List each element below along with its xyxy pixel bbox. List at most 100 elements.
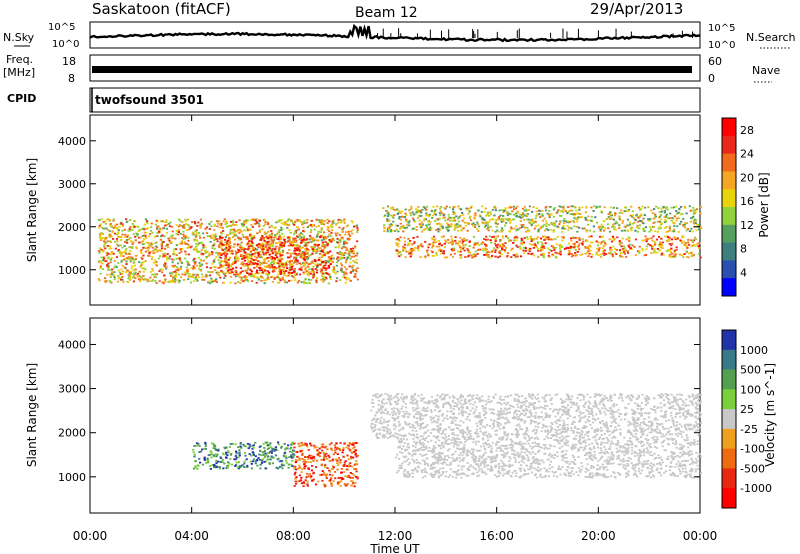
- scatter-cell: [625, 238, 628, 241]
- scatter-cell: [322, 238, 325, 241]
- scatter-cell: [258, 225, 261, 228]
- scatter-cell: [545, 236, 548, 239]
- scatter-cell: [314, 263, 317, 266]
- scatter-cell: [562, 419, 565, 422]
- scatter-cell: [415, 433, 419, 436]
- scatter-cell: [131, 246, 134, 248]
- scatter-cell: [397, 429, 401, 432]
- scatter-cell: [488, 235, 492, 238]
- scatter-cell: [263, 262, 266, 264]
- scatter-cell: [164, 252, 167, 255]
- scatter-cell: [124, 241, 127, 243]
- scatter-cell: [627, 403, 630, 405]
- scatter-cell: [441, 227, 444, 229]
- scatter-cell: [626, 394, 629, 397]
- scatter-cell: [257, 222, 260, 225]
- scatter-cell: [175, 273, 178, 276]
- scatter-cell: [669, 256, 672, 258]
- scatter-cell: [224, 256, 228, 259]
- scatter-cell: [289, 255, 292, 257]
- scatter-cell: [485, 245, 488, 247]
- scatter-cell: [248, 247, 251, 250]
- scatter-cell: [300, 232, 303, 234]
- scatter-cell: [272, 226, 275, 229]
- scatter-cell: [330, 240, 333, 243]
- scatter-cell: [177, 281, 181, 284]
- scatter-cell: [303, 282, 306, 285]
- scatter-cell: [400, 435, 403, 437]
- scatter-cell: [638, 227, 641, 230]
- scatter-cell: [592, 230, 596, 233]
- scatter-cell: [225, 261, 228, 264]
- scatter-cell: [423, 410, 426, 412]
- scatter-cell: [276, 281, 280, 284]
- scatter-cell: [140, 240, 143, 243]
- scatter-cell: [235, 253, 238, 256]
- scatter-cell: [586, 251, 589, 254]
- scatter-cell: [503, 402, 506, 404]
- scatter-cell: [468, 217, 471, 219]
- freq-tick-bottom: 8: [68, 72, 75, 85]
- scatter-cell: [187, 236, 190, 239]
- scatter-cell: [397, 230, 400, 233]
- scatter-cell: [117, 262, 120, 265]
- scatter-cell: [113, 276, 116, 279]
- scatter-cell: [468, 245, 471, 248]
- scatter-cell: [454, 212, 457, 215]
- scatter-cell: [302, 262, 305, 264]
- scatter-cell: [281, 249, 285, 252]
- scatter-cell: [483, 238, 486, 240]
- scatter-cell: [325, 277, 328, 280]
- scatter-cell: [218, 271, 221, 274]
- scatter-cell: [389, 230, 392, 233]
- scatter-cell: [653, 251, 656, 254]
- scatter-cell: [491, 236, 494, 238]
- scatter-cell: [650, 209, 653, 212]
- scatter-cell: [298, 249, 301, 252]
- scatter-cell: [251, 262, 254, 264]
- scatter-cell: [171, 279, 174, 282]
- scatter-cell: [647, 218, 650, 221]
- scatter-cell: [149, 276, 152, 279]
- scatter-cell: [525, 215, 529, 218]
- scatter-cell: [279, 219, 282, 222]
- scatter-cell: [403, 240, 407, 243]
- scatter-cell: [665, 226, 668, 228]
- scatter-cell: [257, 278, 260, 281]
- colorbar-tick-label: 8: [740, 243, 747, 256]
- scatter-cell: [273, 258, 277, 260]
- scatter-cell: [571, 420, 575, 423]
- scatter-cell: [155, 219, 158, 222]
- scatter-cell: [697, 423, 700, 425]
- scatter-cell: [461, 247, 464, 250]
- scatter-cell: [298, 262, 301, 265]
- scatter-cell: [262, 244, 265, 246]
- scatter-cell: [253, 236, 256, 239]
- scatter-cell: [494, 222, 497, 225]
- scatter-cell: [239, 271, 242, 274]
- scatter-cell: [672, 228, 675, 231]
- scatter-cell: [157, 225, 160, 228]
- scatter-cell: [550, 397, 553, 399]
- scatter-cell: [308, 254, 311, 257]
- scatter-cell: [571, 213, 574, 216]
- scatter-cell: [454, 423, 458, 426]
- scatter-cell: [293, 244, 296, 247]
- scatter-cell: [215, 281, 218, 283]
- scatter-cell: [178, 218, 181, 221]
- scatter-cell: [186, 270, 189, 273]
- scatter-cell: [101, 237, 104, 239]
- scatter-cell: [208, 228, 211, 230]
- scatter-cell: [554, 251, 557, 254]
- scatter-cell: [654, 251, 657, 254]
- scatter-cell: [168, 225, 172, 228]
- scatter-cell: [265, 278, 268, 280]
- scatter-cell: [213, 247, 216, 250]
- scatter-cell: [659, 214, 663, 216]
- scatter-cell: [125, 260, 128, 263]
- scatter-cell: [637, 412, 641, 415]
- scatter-cell: [314, 260, 317, 262]
- scatter-cell: [419, 256, 422, 258]
- scatter-cell: [288, 261, 292, 264]
- scatter-cell: [232, 261, 235, 264]
